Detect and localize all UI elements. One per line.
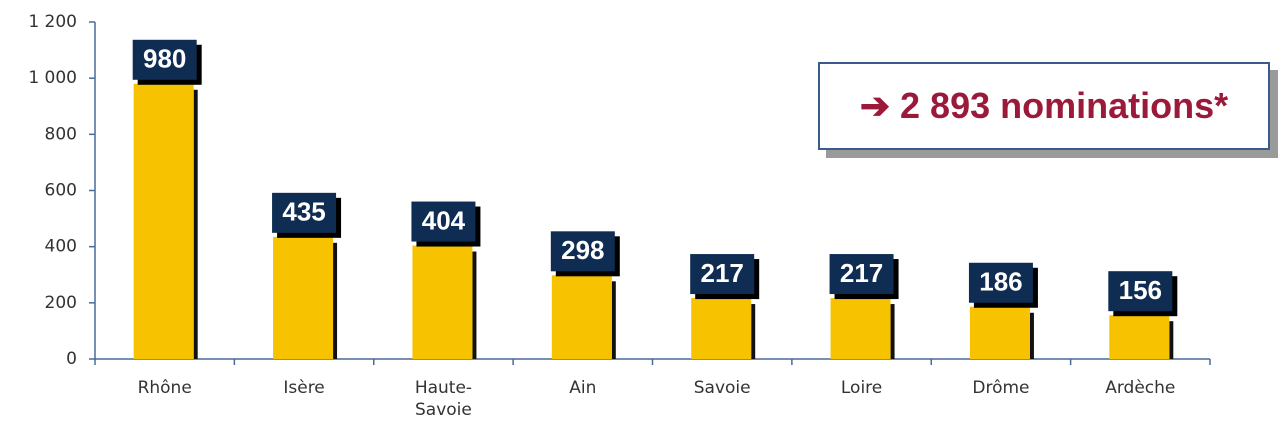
value-label: 980: [143, 44, 186, 74]
value-label-box: [132, 39, 197, 80]
x-tick-label: Isère: [283, 378, 325, 398]
value-label: 186: [979, 267, 1022, 297]
annotation: ➔ 2 893 nominations*: [818, 62, 1270, 150]
value-label-box: [272, 192, 337, 233]
value-label: 156: [1119, 275, 1162, 305]
value-label: 217: [840, 258, 883, 288]
y-tick-label: 600: [45, 181, 77, 201]
bar-shadow: [472, 251, 477, 359]
value-label-box: [550, 231, 615, 272]
value-label-box: [411, 201, 476, 242]
bar: [691, 298, 752, 359]
bar: [551, 275, 612, 359]
bar-shadow: [890, 304, 895, 359]
value-label-box: [829, 254, 894, 295]
y-tick-label: 1 000: [28, 68, 77, 88]
x-tick-label: Loire: [840, 378, 883, 398]
bar: [273, 236, 334, 359]
value-label-box: [690, 254, 755, 295]
bar: [412, 245, 473, 359]
value-label: 404: [422, 205, 466, 235]
bar-shadow: [333, 242, 338, 359]
bar: [133, 83, 194, 360]
bar-shadow: [611, 281, 616, 359]
y-tick-label: 1 200: [28, 12, 77, 32]
x-tick-label: Ardèche: [1105, 378, 1176, 398]
y-tick-label: 0: [66, 349, 77, 369]
bar: [969, 306, 1030, 359]
value-label-box: [1108, 271, 1173, 312]
y-tick-label: 400: [45, 237, 77, 257]
bar-shadow: [1169, 321, 1174, 359]
y-tick-label: 800: [45, 124, 77, 144]
value-label: 298: [561, 235, 604, 265]
value-label: 217: [700, 258, 743, 288]
bar-shadow: [1029, 312, 1034, 359]
x-tick-label: Rhône: [137, 378, 192, 398]
value-label: 435: [282, 197, 325, 227]
bar: [830, 298, 891, 359]
x-tick-label: Drôme: [972, 378, 1030, 398]
bar-shadow: [751, 304, 756, 359]
x-tick-label: Ain: [569, 378, 597, 398]
value-label-box: [968, 262, 1033, 303]
bar: [1109, 315, 1170, 359]
y-tick-label: 200: [45, 293, 77, 313]
x-tick-label: Haute-Savoie: [414, 378, 473, 420]
x-tick-label: Savoie: [693, 378, 751, 398]
bar-shadow: [193, 89, 198, 360]
